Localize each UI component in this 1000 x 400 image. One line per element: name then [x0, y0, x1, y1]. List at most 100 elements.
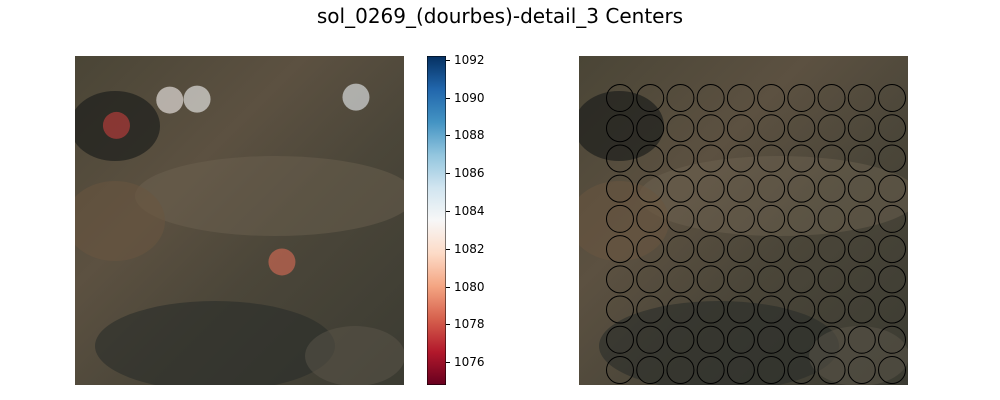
grid-circle-r10-c9: [847, 356, 876, 384]
grid-circle-r8-c2: [636, 295, 665, 324]
colorbar-tick-1092: 1092: [446, 53, 485, 67]
grid-circle-r4-c8: [817, 174, 846, 203]
grid-circle-r5-c6: [757, 204, 786, 233]
center-point-3: [183, 85, 211, 113]
center-point-1: [102, 111, 130, 139]
right-image-panel: [579, 56, 908, 385]
tick-mark: [446, 324, 450, 326]
tick-mark: [446, 135, 450, 137]
grid-circle-r6-c2: [636, 235, 665, 264]
brown-area: [75, 181, 165, 261]
grid-circle-r5-c1: [606, 204, 634, 233]
colorbar-tick-1078: 1078: [446, 317, 485, 331]
grid-circle-r7-c8: [817, 265, 846, 294]
grid-circle-r3-c9: [847, 144, 876, 173]
grid-circle-r3-c6: [757, 144, 786, 173]
grid-circle-r3-c1: [606, 144, 634, 173]
grid-circle-r10-c8: [817, 356, 846, 384]
grid-circle-r10-c7: [787, 356, 816, 384]
grid-circle-r3-c4: [696, 144, 725, 173]
grid-circle-r10-c4: [696, 356, 725, 384]
colorbar-tick-1090: 1090: [446, 91, 485, 105]
grid-circle-r2-c8: [817, 114, 846, 143]
grid-circle-r4-c3: [666, 174, 695, 203]
grid-circle-r6-c1: [606, 235, 634, 264]
grid-circle-r6-c9: [847, 235, 876, 264]
grid-circle-r4-c9: [847, 174, 876, 203]
grid-circle-r5-c10: [878, 204, 906, 233]
colorbar-tick-1076: 1076: [446, 355, 485, 369]
grid-circle-r8-c3: [666, 295, 695, 324]
grid-circle-r1-c5: [726, 84, 755, 112]
grid-circle-r9-c8: [817, 325, 846, 354]
grid-circle-r5-c5: [726, 204, 755, 233]
grid-circle-r1-c9: [847, 84, 876, 112]
left-image-plot: [75, 56, 404, 385]
rock-area: [305, 326, 404, 385]
grid-circle-r10-c6: [757, 356, 786, 384]
grid-circle-r2-c2: [636, 114, 665, 143]
grid-circle-r6-c4: [696, 235, 725, 264]
tick-mark: [446, 97, 450, 99]
grid-circle-r8-c10: [878, 295, 906, 324]
colorbar-tick-1082: 1082: [446, 242, 485, 256]
grid-circle-r7-c1: [606, 265, 634, 294]
tick-label: 1092: [454, 52, 485, 67]
shadow-area: [95, 301, 335, 385]
grid-circle-r8-c5: [726, 295, 755, 324]
grid-circle-r9-c10: [878, 325, 906, 354]
grid-circle-r7-c3: [666, 265, 695, 294]
grid-circle-r8-c7: [787, 295, 816, 324]
dark-area: [579, 91, 664, 161]
grid-circle-r2-c4: [696, 114, 725, 143]
grid-circle-r7-c10: [878, 265, 906, 294]
grid-circle-r2-c1: [606, 114, 634, 143]
grid-circle-r8-c9: [847, 295, 876, 324]
grid-circle-r1-c10: [878, 84, 906, 112]
grid-circle-r7-c7: [787, 265, 816, 294]
grid-circle-r9-c7: [787, 325, 816, 354]
grid-circle-r3-c10: [878, 144, 906, 173]
figure-title: sol_0269_(dourbes)-detail_3 Centers: [316, 4, 684, 28]
colorbar-tick-1080: 1080: [446, 280, 485, 294]
center-point-5: [268, 248, 296, 276]
colorbar-tick-1084: 1084: [446, 204, 485, 218]
grid-circle-r9-c3: [666, 325, 695, 354]
grid-circles: [606, 84, 906, 384]
grid-circle-r6-c3: [666, 235, 695, 264]
grid-circle-r2-c7: [787, 114, 816, 143]
shadow-area: [599, 301, 839, 385]
grid-circle-r6-c7: [787, 235, 816, 264]
light-area: [639, 156, 908, 236]
tick-label: 1080: [454, 279, 485, 294]
tick-label: 1090: [454, 90, 485, 105]
grid-circle-r4-c2: [636, 174, 665, 203]
colorbar: [426, 55, 447, 386]
brown-area: [579, 181, 669, 261]
grid-circle-r5-c2: [636, 204, 665, 233]
grid-circle-r10-c3: [666, 356, 695, 384]
grid-circle-r7-c2: [636, 265, 665, 294]
grid-circle-r4-c6: [757, 174, 786, 203]
tick-mark: [446, 286, 450, 288]
center-point-4: [342, 83, 370, 111]
grid-circle-r9-c1: [606, 325, 634, 354]
grid-circle-r7-c4: [696, 265, 725, 294]
grid-circle-r7-c5: [726, 265, 755, 294]
grid-circle-r1-c3: [666, 84, 695, 112]
grid-circle-r4-c7: [787, 174, 816, 203]
colorbar-ticks: 1076 1078 1080 1082 1084 1086 1088 1090 1092: [446, 0, 546, 400]
grid-circle-r10-c2: [636, 356, 665, 384]
grid-circle-r3-c8: [817, 144, 846, 173]
tick-mark: [446, 248, 450, 250]
grid-circle-r9-c4: [696, 325, 725, 354]
tick-label: 1088: [454, 128, 485, 143]
colorbar-tick-1088: 1088: [446, 128, 485, 142]
grid-circle-r9-c5: [726, 325, 755, 354]
grid-circle-r5-c3: [666, 204, 695, 233]
grid-circle-r3-c5: [726, 144, 755, 173]
grid-circle-r9-c9: [847, 325, 876, 354]
grid-circle-r6-c10: [878, 235, 906, 264]
grid-circle-r4-c1: [606, 174, 634, 203]
grid-circle-r2-c10: [878, 114, 906, 143]
